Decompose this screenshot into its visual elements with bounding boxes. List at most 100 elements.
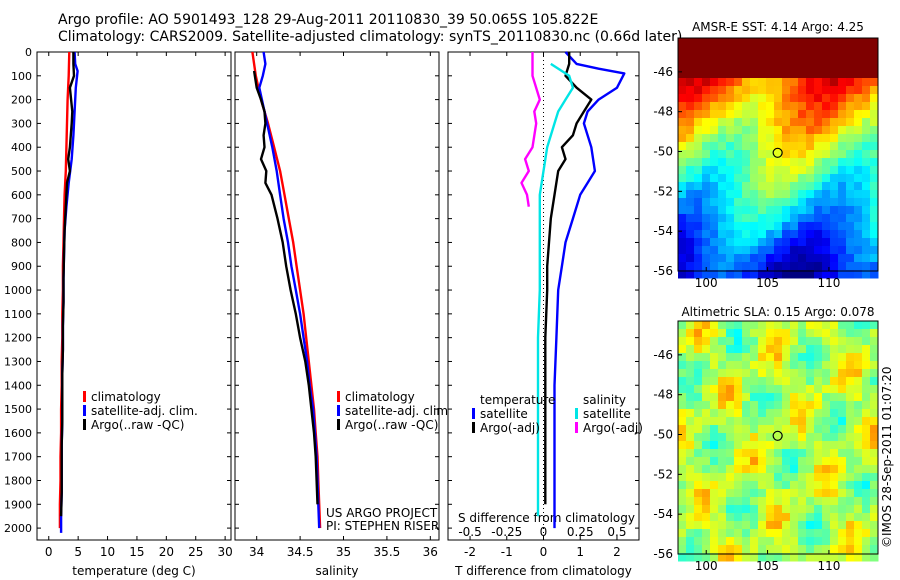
map-cell bbox=[838, 134, 847, 143]
map-cell bbox=[870, 198, 879, 207]
map-cell bbox=[742, 321, 751, 330]
map-cell bbox=[750, 337, 759, 346]
map-cell bbox=[758, 126, 767, 135]
map-cell bbox=[838, 529, 847, 538]
map-cell bbox=[790, 150, 799, 159]
map-cell bbox=[774, 425, 783, 434]
map-cell bbox=[830, 385, 839, 394]
map-cell bbox=[766, 321, 775, 330]
map-cell bbox=[710, 449, 719, 458]
map-cell bbox=[686, 110, 695, 119]
map-cell bbox=[734, 86, 743, 95]
map-cell bbox=[774, 238, 783, 247]
map-cell bbox=[750, 393, 759, 402]
y-tick-label: 100 bbox=[11, 70, 32, 83]
map-cell bbox=[790, 62, 799, 71]
map-cell bbox=[710, 337, 719, 346]
map-cell bbox=[782, 401, 791, 410]
map-cell bbox=[774, 198, 783, 207]
map-cell bbox=[814, 425, 823, 434]
map-cell bbox=[750, 417, 759, 426]
map-cell bbox=[758, 102, 767, 111]
map-cell bbox=[782, 553, 791, 562]
map-cell bbox=[822, 457, 831, 466]
map-cell bbox=[806, 401, 815, 410]
map-cell bbox=[734, 158, 743, 167]
map-cell bbox=[734, 102, 743, 111]
map-cell bbox=[782, 230, 791, 239]
map-cell bbox=[862, 497, 871, 506]
map-cell bbox=[830, 377, 839, 386]
map-cell bbox=[782, 246, 791, 255]
map-cell bbox=[726, 553, 735, 562]
map-cell bbox=[846, 329, 855, 338]
map-cell bbox=[694, 321, 703, 330]
map-cell bbox=[726, 222, 735, 231]
x-tick-label: 1 bbox=[576, 545, 584, 559]
map-cell bbox=[830, 46, 839, 55]
map-cell bbox=[710, 254, 719, 263]
map-cell bbox=[694, 246, 703, 255]
map-cell bbox=[814, 142, 823, 151]
map-cell bbox=[798, 254, 807, 263]
map-cell bbox=[734, 353, 743, 362]
map-cell bbox=[702, 262, 711, 271]
map-cell bbox=[710, 497, 719, 506]
map-cell bbox=[694, 505, 703, 514]
map-cell bbox=[862, 222, 871, 231]
map-cell bbox=[686, 369, 695, 378]
map-cell bbox=[846, 78, 855, 87]
map-cell bbox=[846, 54, 855, 63]
map-cell bbox=[694, 433, 703, 442]
map-cell bbox=[758, 505, 767, 514]
map-cell bbox=[686, 38, 695, 47]
map-cell bbox=[798, 94, 807, 103]
map-cell bbox=[726, 230, 735, 239]
map-cell bbox=[718, 94, 727, 103]
map-cell bbox=[710, 118, 719, 127]
map-cell bbox=[686, 206, 695, 215]
map-cell bbox=[862, 230, 871, 239]
map-cell bbox=[814, 337, 823, 346]
map-cell bbox=[710, 481, 719, 490]
map-cell bbox=[750, 505, 759, 514]
map-cell bbox=[718, 385, 727, 394]
map-cell bbox=[782, 262, 791, 271]
legend-title: temperature bbox=[480, 393, 555, 407]
map-cell bbox=[814, 545, 823, 554]
map-cell bbox=[742, 38, 751, 47]
map-cell bbox=[838, 361, 847, 370]
map-cell bbox=[686, 417, 695, 426]
map-cell bbox=[838, 126, 847, 135]
map-cell bbox=[790, 102, 799, 111]
map-cell bbox=[702, 377, 711, 386]
map-cell bbox=[870, 182, 879, 191]
map-cell bbox=[734, 369, 743, 378]
map-title: AMSR-E SST: 4.14 Argo: 4.25 bbox=[692, 20, 864, 34]
map-cell bbox=[806, 553, 815, 562]
map-cell bbox=[814, 441, 823, 450]
map-cell bbox=[734, 505, 743, 514]
map-cell bbox=[798, 78, 807, 87]
map-cell bbox=[806, 321, 815, 330]
map-cell bbox=[814, 529, 823, 538]
map-cell bbox=[694, 449, 703, 458]
map-cell bbox=[846, 246, 855, 255]
map-cell bbox=[678, 433, 687, 442]
map-cell bbox=[702, 369, 711, 378]
map-cell bbox=[734, 150, 743, 159]
map-cell bbox=[838, 182, 847, 191]
map-cell bbox=[742, 433, 751, 442]
map-cell bbox=[742, 214, 751, 223]
map-cell bbox=[726, 449, 735, 458]
map-cell bbox=[846, 345, 855, 354]
map-cell bbox=[742, 385, 751, 394]
map-cell bbox=[806, 409, 815, 418]
map-cell bbox=[694, 369, 703, 378]
map-cell bbox=[838, 345, 847, 354]
map-cell bbox=[870, 473, 879, 482]
map-cell bbox=[798, 174, 807, 183]
map-cell bbox=[766, 262, 775, 271]
map-cell bbox=[758, 166, 767, 175]
map-cell bbox=[806, 513, 815, 522]
